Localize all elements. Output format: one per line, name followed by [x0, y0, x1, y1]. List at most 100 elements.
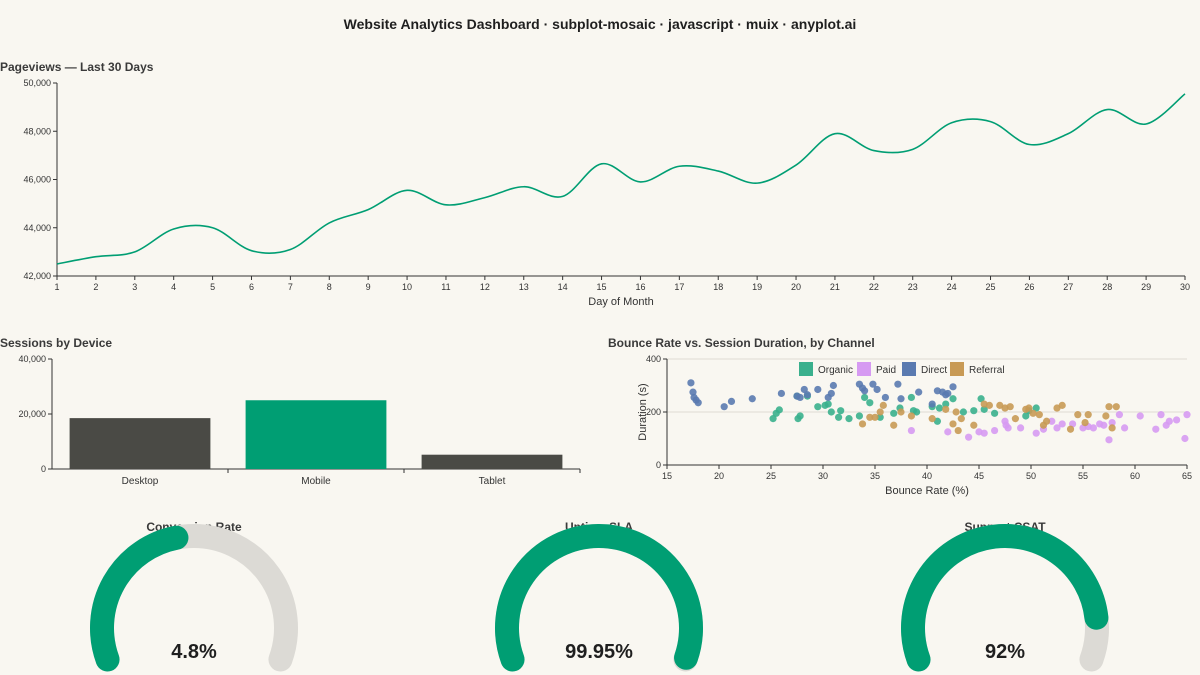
gauge-value-conversion-rate: 4.8%: [171, 641, 217, 663]
bounce-points: [687, 379, 1191, 444]
bounce-x-tick-label: 20: [714, 471, 724, 481]
bounce-y-tick-label: 200: [646, 407, 661, 417]
bounce-point-referral: [954, 426, 962, 435]
bounce-point-referral: [866, 413, 874, 421]
bounce-point-referral: [1035, 411, 1043, 419]
bounce-point-direct: [803, 391, 812, 399]
sessions-category-label: Tablet: [479, 476, 506, 487]
bounce-point-referral: [1025, 404, 1033, 412]
pageviews-y-tick-label: 42,000: [23, 271, 51, 281]
bounce-point-referral: [942, 405, 950, 413]
bounce-point-paid: [1165, 417, 1173, 425]
bounce-point-referral: [879, 401, 887, 409]
legend-swatch-referral: [950, 362, 964, 376]
legend-label-direct: Direct: [921, 365, 947, 376]
bounce-x-tick-label: 35: [870, 471, 880, 481]
pageviews-y-tick-label: 44,000: [23, 223, 51, 233]
bounce-point-referral: [1043, 417, 1051, 425]
bounce-y-tick-label: 0: [656, 460, 661, 470]
pageviews-x-tick-label: 4: [171, 282, 176, 292]
pageviews-y-tick-label: 48,000: [23, 126, 51, 136]
pageviews-x-tick-label: 23: [908, 282, 918, 292]
bounce-point-direct: [869, 380, 877, 388]
sessions-category-label: Desktop: [122, 476, 159, 487]
sessions-panel: Sessions by Device 0 20,000 40,000 Desktop M…: [0, 336, 581, 487]
legend-swatch-direct: [902, 362, 916, 376]
bounce-point-organic: [890, 409, 898, 417]
pageviews-y-tick-label: 50,000: [23, 78, 51, 88]
bounce-point-direct: [777, 389, 786, 398]
bounce-point-organic: [824, 400, 832, 408]
bounce-point-referral: [928, 415, 936, 423]
bounce-point-paid: [1173, 416, 1181, 424]
gauges-row: Conversion Rate 4.8% Uptime SLA 99.95% S…: [90, 520, 1109, 672]
bounce-point-direct: [915, 388, 923, 396]
bounce-point-direct: [694, 399, 702, 407]
bounce-x-tick-label: 25: [766, 471, 776, 481]
bounce-point-direct: [687, 379, 695, 387]
pageviews-x-tick-label: 18: [713, 282, 723, 292]
legend-label-organic: Organic: [818, 365, 853, 376]
bounce-point-paid: [1089, 424, 1097, 432]
bounce-point-organic: [876, 413, 884, 421]
bounce-point-direct: [748, 395, 756, 403]
bounce-point-direct: [894, 380, 902, 388]
bounce-point-organic: [835, 413, 843, 421]
bounce-x-tick-label: 15: [662, 471, 672, 481]
bounce-legend: Organic Paid Direct Referral: [799, 362, 1005, 376]
pageviews-y-tick-label: 46,000: [23, 175, 51, 185]
pageviews-x-tick-label: 13: [519, 282, 529, 292]
bounce-point-organic: [991, 409, 999, 417]
bounce-x-tick-label: 40: [922, 471, 932, 481]
pageviews-x-tick-label: 22: [869, 282, 879, 292]
pageviews-x-tick-label: 16: [635, 282, 645, 292]
bounce-point-paid: [1105, 436, 1113, 444]
bounce-point-organic: [977, 395, 985, 403]
bounce-point-referral: [871, 413, 879, 421]
bounce-point-direct: [881, 393, 890, 402]
bounce-point-direct: [720, 403, 728, 411]
pageviews-x-tick-label: 28: [1102, 282, 1112, 292]
bounce-point-referral: [949, 420, 957, 428]
bounce-point-referral: [897, 408, 905, 416]
sessions-bars: [69, 400, 563, 469]
sessions-bar-mobile: [245, 400, 387, 469]
bounce-point-organic: [913, 408, 921, 416]
bounce-point-paid: [1004, 424, 1012, 432]
sessions-category-label: Mobile: [301, 476, 331, 487]
gauge-support-csat: Support CSAT 92%: [901, 520, 1109, 672]
pageviews-x-tick-label: 3: [132, 282, 137, 292]
bounce-point-direct: [944, 389, 952, 398]
bounce-point-direct: [727, 397, 736, 405]
pageviews-x-tick-label: 29: [1141, 282, 1151, 292]
bounce-point-paid: [965, 433, 973, 441]
bounce-point-referral: [1074, 411, 1082, 419]
pageviews-x-tick-label: 19: [752, 282, 762, 292]
gauge-fill: [495, 524, 703, 672]
bounce-point-organic: [970, 407, 978, 415]
bounce-xlabel: Bounce Rate (%): [885, 485, 969, 497]
gauge-uptime-sla: Uptime SLA 99.95%: [495, 520, 703, 672]
bounce-point-organic: [837, 407, 845, 415]
bounce-point-referral: [985, 401, 994, 409]
bounce-point-paid: [907, 426, 916, 435]
pageviews-x-tick-label: 24: [947, 282, 957, 292]
bounce-point-organic: [796, 412, 804, 420]
bounce-point-paid: [980, 429, 988, 437]
bounce-point-referral: [1066, 425, 1075, 433]
bounce-point-direct: [928, 400, 936, 408]
bounce-point-referral: [890, 421, 898, 429]
bounce-point-paid: [1032, 429, 1040, 437]
bounce-point-direct: [829, 381, 838, 390]
bounce-point-paid: [1115, 411, 1123, 419]
pageviews-x-tick-label: 7: [288, 282, 293, 292]
bounce-point-referral: [952, 408, 960, 416]
sessions-title: Sessions by Device: [0, 336, 112, 350]
bounce-point-paid: [1136, 412, 1144, 420]
bounce-point-direct: [814, 385, 822, 394]
pageviews-x-tick-label: 25: [986, 282, 996, 292]
bounce-x-tick-label: 45: [974, 471, 984, 481]
dashboard-title: Website Analytics Dashboard · subplot-mo…: [344, 16, 857, 32]
sessions-bar-desktop: [69, 418, 211, 469]
